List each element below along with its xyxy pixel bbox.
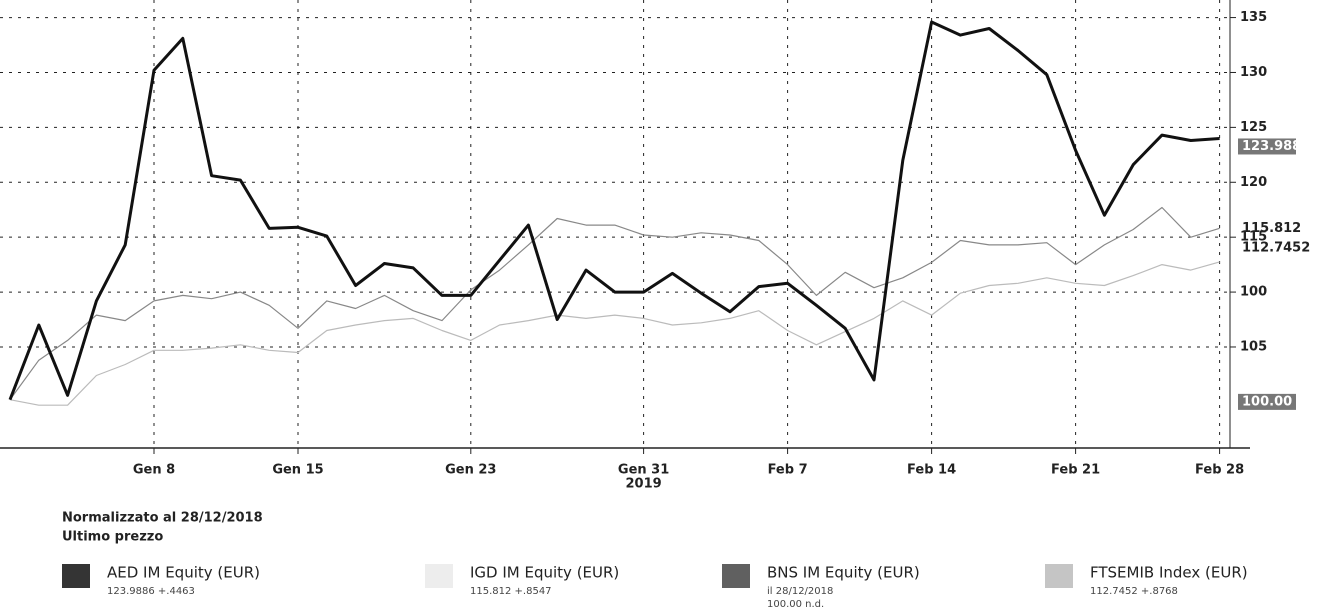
last-label: 115.812 [1242, 221, 1301, 236]
legend-swatch [722, 564, 750, 588]
y-tick-label: 100 [1240, 285, 1267, 300]
x-tick-label: Feb 21 [1051, 463, 1100, 478]
x-tick-label: Feb 7 [768, 463, 808, 478]
legend-name: FTSEMIB Index (EUR) [1090, 564, 1248, 582]
legend-name: AED IM Equity (EUR) [107, 564, 260, 582]
last-label: 123.9886 [1242, 139, 1310, 154]
last-box [1238, 138, 1296, 155]
note: Ultimo prezzo [62, 530, 163, 545]
x-tick-label: Gen 23 [445, 463, 496, 478]
legend-swatch [62, 564, 90, 588]
y-tick-label: 130 [1240, 65, 1267, 80]
year-label: 2019 [626, 477, 662, 492]
legend-name: IGD IM Equity (EUR) [470, 564, 619, 582]
legend-name: BNS IM Equity (EUR) [767, 564, 920, 582]
y-tick-label: 120 [1240, 175, 1267, 190]
legend-swatch [1045, 564, 1073, 588]
x-tick-label: Feb 14 [907, 463, 956, 478]
last-label: 112.7452 [1242, 240, 1310, 255]
x-tick-label: Gen 31 [618, 463, 669, 478]
legend-detail: 123.9886 +.4463 [107, 586, 195, 597]
last-box [1238, 393, 1296, 410]
series-line [9, 206, 1220, 401]
x-tick-label: Gen 15 [272, 463, 323, 478]
legend-detail: 115.812 +.8547 [470, 586, 552, 597]
y-tick-label: 135 [1240, 10, 1267, 25]
legend-detail: 112.7452 +.8768 [1090, 586, 1178, 597]
legend-swatch [425, 564, 453, 588]
series-line [8, 20, 1220, 401]
y-tick-label: 125 [1240, 120, 1267, 135]
x-tick-label: Feb 28 [1195, 463, 1244, 478]
last-label: 100.00 [1242, 394, 1292, 409]
note: Normalizzato al 28/12/2018 [62, 511, 263, 526]
x-tick-label: Gen 8 [133, 463, 175, 478]
series-line [9, 261, 1220, 406]
y-tick-label: 105 [1240, 339, 1267, 354]
y-tick-label: 115 [1240, 230, 1267, 245]
legend-detail: 100.00 n.d. [767, 599, 824, 610]
legend-detail: il 28/12/2018 [767, 586, 833, 597]
